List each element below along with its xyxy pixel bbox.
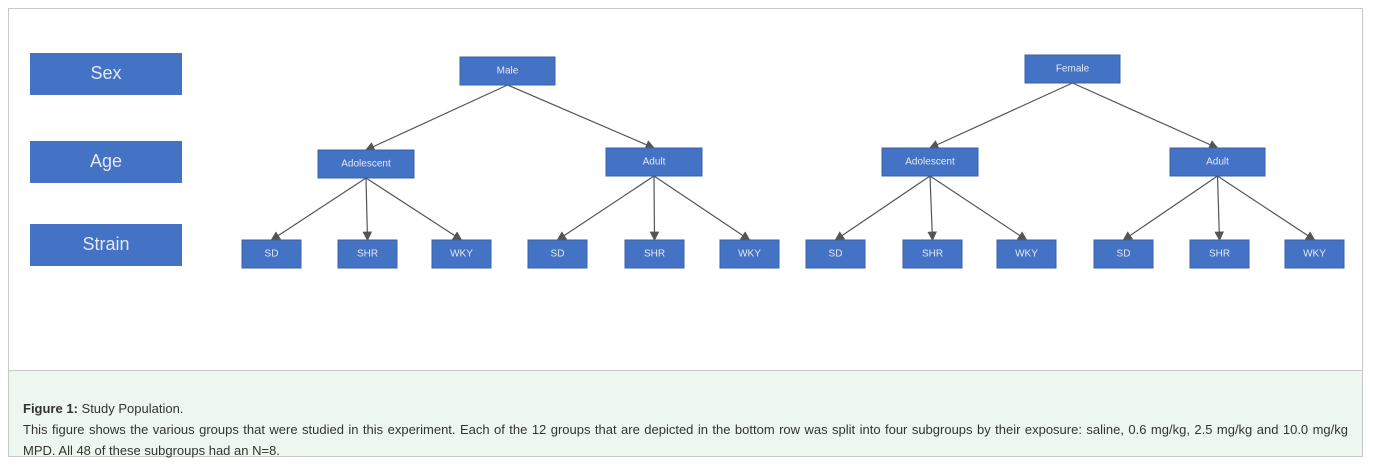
node-box bbox=[1284, 239, 1345, 269]
node-label: WKY bbox=[1303, 249, 1326, 260]
node-box bbox=[1169, 147, 1266, 177]
edge-arrow bbox=[362, 177, 373, 242]
node-box bbox=[1024, 54, 1121, 84]
node-box bbox=[902, 239, 963, 269]
node-label: SD bbox=[265, 249, 279, 260]
node-label: WKY bbox=[738, 249, 761, 260]
node-box bbox=[805, 239, 866, 269]
caption-text: This figure shows the various groups tha… bbox=[23, 422, 1348, 458]
node-label: SHR bbox=[644, 249, 665, 260]
edge-arrow bbox=[929, 175, 1028, 241]
node-box bbox=[241, 239, 302, 269]
node-box bbox=[527, 239, 588, 269]
edge-arrow bbox=[834, 175, 931, 241]
node-box bbox=[1189, 239, 1250, 269]
caption-heading: Figure 1: Study Population. bbox=[23, 398, 1348, 419]
level-box bbox=[30, 224, 182, 266]
node-label: WKY bbox=[1015, 249, 1038, 260]
edge-arrow bbox=[507, 84, 656, 150]
level-box bbox=[30, 141, 182, 183]
node-box bbox=[881, 147, 979, 177]
caption-title: Study Population. bbox=[77, 401, 184, 416]
node-box bbox=[624, 239, 685, 269]
edge-arrow bbox=[1217, 175, 1316, 241]
edge-arrow bbox=[270, 177, 367, 241]
node-label: Adolescent bbox=[341, 159, 391, 170]
node-box bbox=[996, 239, 1057, 269]
caption: Figure 1: Study Population. This figure … bbox=[8, 370, 1363, 458]
caption-label: Figure 1: bbox=[23, 401, 78, 416]
node-label: Adult bbox=[643, 157, 666, 168]
node-label: SHR bbox=[1209, 249, 1230, 260]
edge-arrow bbox=[927, 175, 937, 242]
edge-arrow bbox=[649, 175, 660, 242]
node-box bbox=[431, 239, 492, 269]
edge-arrow bbox=[1072, 82, 1219, 149]
node-box bbox=[719, 239, 780, 269]
node-box bbox=[317, 149, 415, 179]
edge-arrow bbox=[365, 177, 463, 241]
edge-arrow bbox=[928, 82, 1073, 149]
edge-arrow bbox=[556, 175, 655, 241]
node-label: SD bbox=[1117, 249, 1131, 260]
node-label: Male bbox=[497, 66, 519, 77]
node-label: SD bbox=[829, 249, 843, 260]
node-label: WKY bbox=[450, 249, 473, 260]
node-label: Adult bbox=[1206, 157, 1229, 168]
node-label: Adolescent bbox=[905, 157, 955, 168]
node-box bbox=[605, 147, 703, 177]
node-label: Female bbox=[1056, 64, 1090, 75]
node-label: SHR bbox=[357, 249, 378, 260]
edge-arrow bbox=[364, 84, 508, 151]
level-label: Strain bbox=[82, 234, 129, 254]
level-label: Age bbox=[90, 151, 122, 171]
level-label: Sex bbox=[90, 63, 121, 83]
edge-arrow bbox=[1214, 175, 1225, 242]
node-box bbox=[337, 239, 398, 269]
node-box bbox=[459, 56, 556, 86]
edge-arrow bbox=[1122, 175, 1218, 241]
node-label: SHR bbox=[922, 249, 943, 260]
level-box bbox=[30, 53, 182, 95]
node-box bbox=[1093, 239, 1154, 269]
diagram: Sex Age Strain Male Female Adolescent Adult Ado… bbox=[30, 53, 1345, 269]
edge-arrow bbox=[653, 175, 751, 241]
node-label: SD bbox=[551, 249, 565, 260]
